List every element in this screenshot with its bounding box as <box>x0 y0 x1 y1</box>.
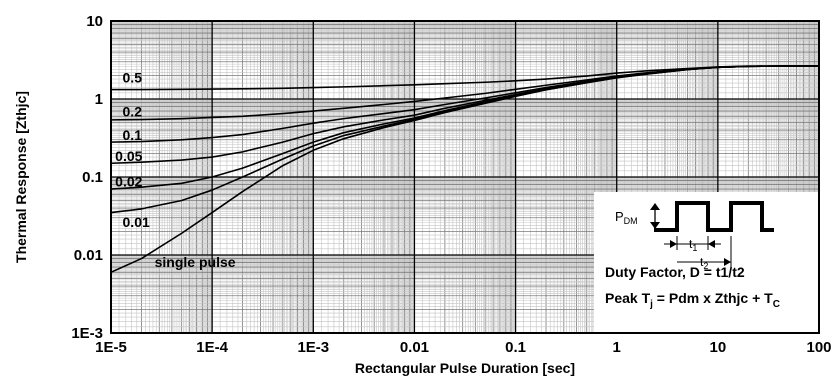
x-tick-label: 1E-3 <box>297 339 329 356</box>
curve-label: 0.02 <box>115 174 142 190</box>
y-axis-label: Thermal Response [Zthjc] <box>13 91 29 263</box>
pdm-main: P <box>615 209 624 224</box>
t2-arrow-head-right <box>724 258 731 266</box>
x-tick-label: 1E-4 <box>196 339 228 356</box>
peak-tc-sub: C <box>773 299 780 310</box>
t2-sub: 2 <box>703 261 708 271</box>
curve-label: 0.01 <box>123 214 150 230</box>
t2-main: t <box>700 255 704 269</box>
y-tick-label: 0.1 <box>82 169 103 186</box>
t1-sub: 1 <box>692 243 697 253</box>
x-axis-label: Rectangular Pulse Duration [sec] <box>355 360 575 376</box>
x-tick-label: 1E-5 <box>95 339 127 356</box>
curve-labels: 0.5 0.2 0.1 0.05 0.02 0.01 single pulse <box>115 70 236 270</box>
x-tick-label: 1 <box>613 339 621 356</box>
peak-middle: = Pdm x Zthjc + T <box>653 290 773 306</box>
curve-label: 0.5 <box>123 70 143 86</box>
pdm-arrow-down <box>650 222 660 229</box>
plot-frame <box>110 20 820 334</box>
curves <box>110 65 819 274</box>
x-tick-label: 10 <box>710 339 727 356</box>
y-tick-label: 10 <box>86 13 103 30</box>
peak-tj-sub: j <box>649 299 653 310</box>
series-line-0p05 <box>110 65 819 165</box>
pdm-sub: DM <box>624 216 638 226</box>
t1-arrow-head-left <box>670 240 677 248</box>
curve-label: 0.05 <box>115 148 142 164</box>
x-tick-label: 100 <box>806 339 831 356</box>
pulse-waveform <box>654 201 774 232</box>
curve-label: single pulse <box>155 254 236 270</box>
series-line-single-pulse <box>110 65 819 274</box>
curve-label: 0.1 <box>123 127 143 143</box>
curve-label: 0.2 <box>123 103 143 119</box>
tick-labels: 1E-5 1E-4 1E-3 0.01 0.1 1 10 100 1E-3 0.01 0.1 1 10 <box>71 13 831 356</box>
y-tick-label: 0.01 <box>74 247 103 264</box>
peak-prefix: Peak T <box>605 290 651 306</box>
pdm-label: PDM <box>615 209 638 226</box>
duty-factor-text: Duty Factor, D = t1/t2 <box>605 264 745 280</box>
peak-tj-text: Peak Tj = Pdm x Zthjc + TC <box>605 290 780 310</box>
pdm-arrow-up <box>650 203 660 210</box>
t1-arrow-head-right <box>708 240 715 248</box>
x-tick-label: 0.01 <box>400 339 429 356</box>
x-tick-label: 0.1 <box>505 339 526 356</box>
y-tick-label: 1 <box>95 91 103 108</box>
series-line-0p01 <box>110 65 819 214</box>
t1-label: t1 <box>689 237 697 253</box>
y-tick-label: 1E-3 <box>71 325 103 342</box>
t2-label: t2 <box>700 255 708 271</box>
pulse-inset: PDM t1 t2 Duty Factor, D = t1/t2 Peak Tj… <box>594 192 819 333</box>
t1-main: t <box>689 237 693 251</box>
